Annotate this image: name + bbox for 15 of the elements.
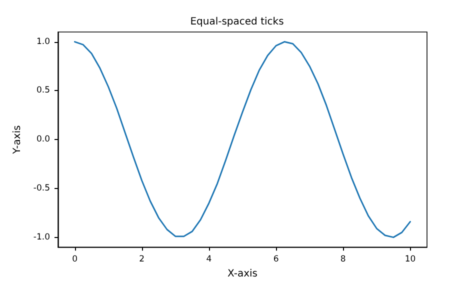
y-tick-label: -0.5 <box>33 183 50 194</box>
y-tick-label: 0.5 <box>36 86 50 96</box>
y-axis-title: Y-axis <box>12 125 24 155</box>
x-tick-label: 0 <box>72 254 78 265</box>
y-tick-label: 0.0 <box>36 134 50 145</box>
x-axis-title: X-axis <box>228 268 258 280</box>
x-tick-label: 4 <box>206 254 212 265</box>
x-tick-label: 2 <box>139 254 145 265</box>
x-tick-label: 10 <box>404 254 416 265</box>
y-tick-label: -1.0 <box>33 232 50 242</box>
y-tick-label: 1.0 <box>36 36 50 47</box>
x-tick-label: 8 <box>340 254 346 265</box>
line-series <box>74 41 411 238</box>
chart-title: Equal-spaced ticks <box>190 16 284 28</box>
x-tick-label: 6 <box>273 254 279 265</box>
